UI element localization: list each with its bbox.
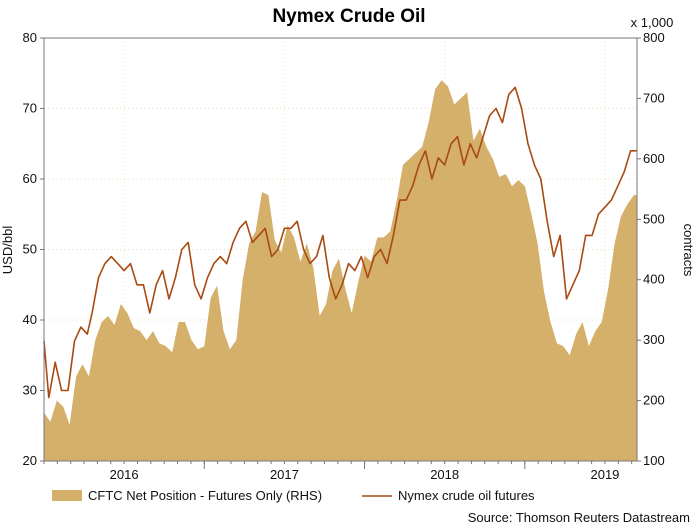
left-tick-label: 70: [23, 101, 37, 116]
right-axis-label: contracts: [681, 224, 696, 277]
right-tick-label: 500: [643, 211, 665, 226]
right-axis-ticks: 100 200 300 400 500 600 700 800: [637, 30, 665, 468]
left-tick-label: 30: [23, 383, 37, 398]
area-series-layer: [44, 80, 637, 462]
left-tick-label: 60: [23, 171, 37, 186]
right-axis-multiplier: x 1,000: [631, 15, 674, 30]
source-note: Source: Thomson Reuters Datastream: [468, 510, 690, 525]
x-tick-label: 2016: [110, 467, 139, 482]
x-tick-label: 2019: [590, 467, 619, 482]
x-tick-label: 2017: [270, 467, 299, 482]
legend: CFTC Net Position - Futures Only (RHS) N…: [52, 488, 535, 503]
chart-title: Nymex Crude Oil: [272, 6, 425, 27]
left-axis-label: USD/bbl: [0, 226, 15, 275]
nymex-crude-line: [43, 86, 637, 399]
right-tick-label: 400: [643, 272, 665, 287]
left-tick-label: 80: [23, 30, 37, 45]
left-tick-label: 50: [23, 242, 37, 257]
right-tick-label: 200: [643, 393, 665, 408]
right-tick-label: 100: [643, 453, 665, 468]
legend-line-label: Nymex crude oil futures: [398, 488, 535, 503]
right-tick-label: 700: [643, 90, 665, 105]
right-tick-label: 600: [643, 151, 665, 166]
line-series-layer: [43, 86, 637, 399]
legend-area-label: CFTC Net Position - Futures Only (RHS): [88, 488, 322, 503]
right-tick-label: 300: [643, 332, 665, 347]
right-tick-label: 800: [643, 30, 665, 45]
left-axis-ticks: 20 30 40 50 60 70 80: [23, 30, 44, 468]
left-tick-label: 40: [23, 312, 37, 327]
legend-area-swatch: [52, 490, 82, 501]
x-axis-ticks: 2016 2017 2018 2019: [43, 461, 633, 482]
x-tick-label: 2018: [430, 467, 459, 482]
left-tick-label: 20: [23, 453, 37, 468]
cftc-net-position-area: [44, 80, 637, 462]
